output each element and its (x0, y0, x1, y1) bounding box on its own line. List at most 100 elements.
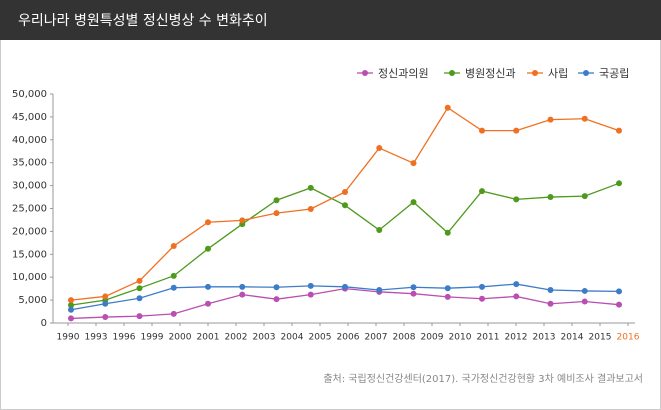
legend-dot (583, 70, 589, 76)
x-tick-label: 1999 (141, 333, 164, 343)
point (342, 189, 348, 196)
point (547, 194, 554, 201)
point (307, 184, 314, 191)
point (205, 245, 211, 252)
y-tick-label: 20,000 (12, 226, 47, 237)
point (410, 160, 417, 167)
point (273, 284, 280, 291)
x-tick-label: 2005 (309, 333, 332, 343)
point (307, 205, 314, 212)
legend-label: 병원정신과 (465, 67, 516, 80)
point (170, 243, 177, 250)
point (136, 277, 143, 284)
point (444, 285, 451, 292)
y-tick-label: 50,000 (12, 89, 47, 100)
point (616, 127, 622, 134)
point (616, 180, 622, 187)
legend-dot (532, 70, 538, 76)
y-tick-label: 10,000 (12, 272, 47, 283)
point (479, 295, 485, 302)
point (444, 104, 451, 111)
point (513, 281, 520, 288)
point (410, 284, 417, 291)
point (273, 296, 280, 303)
point (479, 283, 485, 290)
point (273, 197, 280, 204)
y-tick-label: 45,000 (12, 112, 47, 123)
point (136, 295, 143, 302)
point (205, 300, 211, 307)
point (68, 315, 74, 322)
point (170, 284, 177, 291)
x-tick-label: 2013 (533, 333, 556, 343)
x-tick-label: 2001 (197, 333, 220, 343)
y-tick-label: 35,000 (12, 158, 47, 169)
point (410, 199, 417, 206)
y-tick-label: 30,000 (12, 181, 47, 192)
source: 출처: 국립정신건강센터(2017). 국가정신건강현황 3차 예비조사 결과보… (323, 372, 643, 385)
point (513, 127, 520, 134)
x-tick-label: 1990 (57, 333, 80, 343)
x-tick-label: 2008 (393, 333, 416, 343)
point (479, 127, 485, 134)
point (307, 291, 314, 298)
legend-dot (362, 70, 368, 76)
point (410, 290, 417, 297)
point (205, 219, 211, 226)
legend-label: 정신과의원 (378, 67, 429, 80)
point (102, 314, 109, 321)
point (444, 293, 451, 300)
point (68, 297, 74, 304)
point (239, 283, 246, 290)
x-tick-label: 2011 (477, 333, 500, 343)
point (342, 283, 348, 290)
point (239, 291, 246, 298)
point (581, 115, 588, 122)
point (239, 217, 246, 224)
point (376, 227, 383, 234)
point (444, 229, 451, 236)
legend-dot (449, 70, 455, 76)
point (136, 285, 143, 292)
x-tick-label: 1996 (113, 333, 136, 343)
x-tick-label: 2014 (561, 333, 584, 343)
y-tick-label: 40,000 (12, 135, 47, 146)
point (342, 202, 348, 209)
point (170, 272, 177, 279)
x-tick-label: 2009 (421, 333, 444, 343)
point (273, 210, 280, 217)
point (68, 306, 74, 313)
x-tick-label: 2002 (225, 333, 248, 343)
legend-label: 사립 (548, 67, 568, 80)
x-tick-label: 2003 (253, 333, 276, 343)
x-tick-label: 2016 (617, 333, 640, 343)
point (102, 300, 109, 307)
y-tick-label: 0 (41, 318, 47, 329)
x-tick-label: 2000 (169, 333, 192, 343)
point (547, 287, 554, 294)
point (68, 302, 74, 309)
point (136, 313, 143, 320)
point (479, 188, 485, 195)
x-tick-label: 2010 (449, 333, 472, 343)
point (170, 310, 177, 317)
chart-title: 우리나라 병원특성별 정신병상 수 변화추이 (18, 13, 268, 29)
x-tick-label: 2006 (337, 333, 360, 343)
point (547, 300, 554, 307)
point (102, 293, 109, 300)
x-tick-label: 2004 (281, 333, 304, 343)
point (376, 287, 383, 294)
point (513, 293, 520, 300)
x-tick-label: 1993 (85, 333, 108, 343)
y-tick-label: 15,000 (12, 249, 47, 260)
y-tick-label: 25,000 (12, 204, 47, 215)
point (205, 283, 211, 290)
point (616, 301, 622, 308)
point (581, 193, 588, 200)
x-tick-label: 2012 (505, 333, 528, 343)
x-tick-label: 2007 (365, 333, 388, 343)
x-tick-label: 2015 (589, 333, 612, 343)
y-tick-label: 5,000 (18, 295, 47, 306)
